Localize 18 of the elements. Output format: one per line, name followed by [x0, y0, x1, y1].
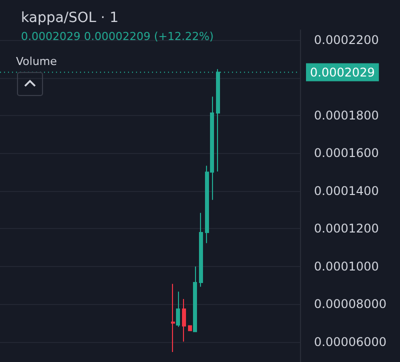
candlestick — [199, 212, 203, 288]
candlestick — [176, 291, 180, 328]
candlestick — [171, 283, 175, 352]
y-tick-label: 0.0001800 — [314, 108, 379, 122]
y-tick-label: 0.00008000 — [314, 297, 387, 312]
candlestick — [193, 266, 197, 332]
y-tick-label: 0.0001000 — [314, 259, 379, 274]
y-tick-label: 0.0001400 — [314, 184, 379, 198]
candlestick — [188, 325, 192, 332]
y-tick-label: 0.0002200 — [314, 33, 379, 48]
y-tick-label: 0.0001200 — [314, 222, 379, 236]
candlestick — [182, 298, 186, 342]
annotation: Volume — [16, 55, 58, 68]
ref-line-label: 0.0002029 — [310, 65, 375, 80]
y-tick-label: 0.0001600 — [314, 146, 379, 160]
chart-title: kappa/SOL · 1 — [21, 10, 118, 26]
y-tick-label: 0.00006000 — [314, 334, 387, 349]
chart-subtitle: 0.0002029 0.00002209 (+12.22%) — [21, 30, 214, 43]
